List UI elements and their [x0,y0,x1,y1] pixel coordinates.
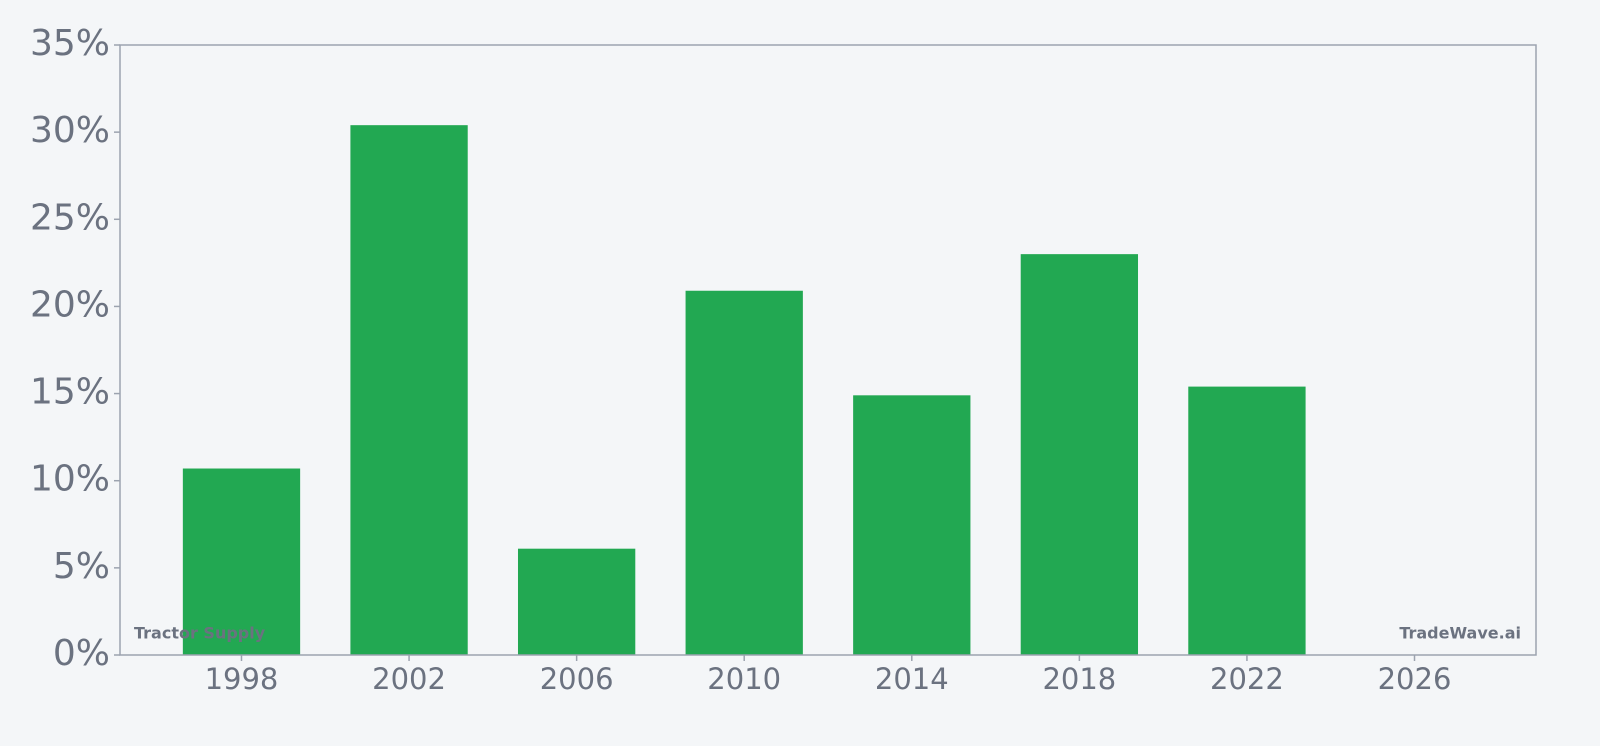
bar [1188,386,1306,655]
x-tick-label: 2022 [1210,662,1284,696]
y-tick-label: 10% [30,459,110,500]
bar [182,468,301,655]
x-tick-label: 2010 [707,662,781,696]
y-tick-label: 35% [30,23,110,64]
x-tick-label: 2006 [540,662,614,696]
y-tick-label: 25% [30,197,110,238]
y-tick-label: 5% [53,546,110,587]
x-tick-label: 2026 [1378,662,1452,696]
watermark-left: Tractor Supply [134,624,266,643]
x-tick-label: 2014 [875,662,949,696]
watermark-right: TradeWave.ai [1399,624,1521,643]
y-tick-label: 30% [30,110,110,151]
y-tick-label: 20% [30,284,110,325]
bar [1020,254,1139,655]
plot-frame [119,44,1537,656]
x-tick-label: 2002 [372,662,446,696]
y-tick-label: 15% [30,372,110,413]
bar [853,395,971,655]
y-tick-label: 0% [53,633,110,674]
bar [517,548,636,655]
bar [685,290,803,655]
x-tick-label: 1998 [205,662,279,696]
bar [350,125,468,655]
x-tick-label: 2018 [1042,662,1116,696]
